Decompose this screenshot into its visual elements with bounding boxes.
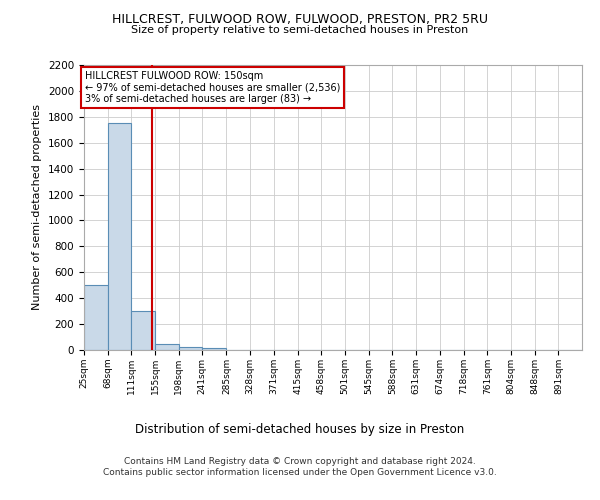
Bar xyxy=(202,348,226,350)
Bar xyxy=(107,124,131,350)
Bar xyxy=(131,311,155,350)
Bar xyxy=(179,347,202,350)
Bar xyxy=(84,285,107,350)
Y-axis label: Number of semi-detached properties: Number of semi-detached properties xyxy=(32,104,43,310)
Text: Size of property relative to semi-detached houses in Preston: Size of property relative to semi-detach… xyxy=(131,25,469,35)
Text: HILLCREST, FULWOOD ROW, FULWOOD, PRESTON, PR2 5RU: HILLCREST, FULWOOD ROW, FULWOOD, PRESTON… xyxy=(112,12,488,26)
Text: Contains HM Land Registry data © Crown copyright and database right 2024.
Contai: Contains HM Land Registry data © Crown c… xyxy=(103,458,497,477)
Text: HILLCREST FULWOOD ROW: 150sqm
← 97% of semi-detached houses are smaller (2,536)
: HILLCREST FULWOOD ROW: 150sqm ← 97% of s… xyxy=(85,71,340,104)
Bar xyxy=(155,344,179,350)
Text: Distribution of semi-detached houses by size in Preston: Distribution of semi-detached houses by … xyxy=(136,422,464,436)
